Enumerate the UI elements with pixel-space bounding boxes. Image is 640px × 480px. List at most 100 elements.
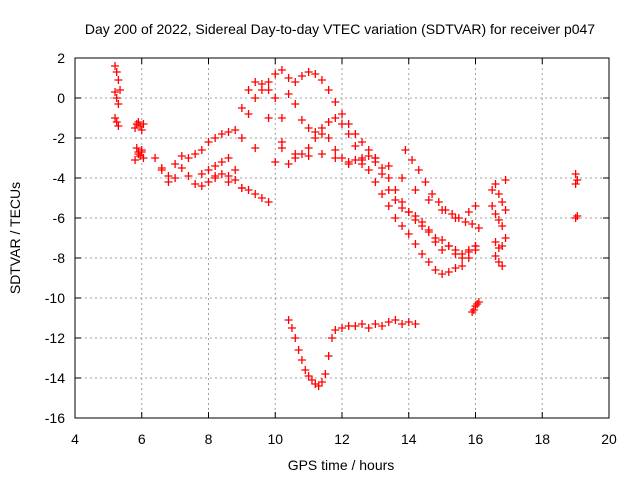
data-point xyxy=(131,156,140,164)
data-point xyxy=(211,162,220,170)
data-point xyxy=(438,246,447,254)
data-point xyxy=(297,116,306,124)
data-point xyxy=(371,154,380,162)
data-point xyxy=(494,244,503,252)
data-point xyxy=(131,124,140,132)
data-point xyxy=(291,78,300,86)
data-point xyxy=(134,118,143,126)
data-point xyxy=(338,110,346,118)
data-point xyxy=(491,252,500,260)
data-point xyxy=(351,156,360,164)
data-point xyxy=(474,224,483,232)
data-point xyxy=(321,370,330,378)
data-point xyxy=(424,258,433,266)
data-point xyxy=(438,270,447,278)
data-point xyxy=(237,134,246,142)
series-track-b xyxy=(157,78,480,278)
data-point xyxy=(297,72,306,80)
data-point xyxy=(458,262,467,270)
data-point xyxy=(211,134,220,142)
data-point xyxy=(171,174,180,182)
data-point xyxy=(351,130,360,138)
data-point xyxy=(204,166,213,174)
data-point xyxy=(291,100,300,108)
data-point xyxy=(501,176,510,184)
data-point xyxy=(217,130,226,138)
data-point xyxy=(414,166,423,174)
data-point xyxy=(197,182,206,190)
data-point xyxy=(411,320,420,328)
data-point xyxy=(371,320,380,328)
x-tick-label: 18 xyxy=(534,431,550,447)
data-point xyxy=(114,100,123,108)
data-point xyxy=(404,230,413,238)
data-point xyxy=(217,170,226,178)
data-point xyxy=(271,70,280,78)
data-point xyxy=(311,128,320,136)
data-point xyxy=(164,172,173,180)
x-tick-label: 20 xyxy=(601,431,617,447)
data-point xyxy=(358,320,367,328)
data-point xyxy=(494,216,503,224)
series-early-cluster xyxy=(111,62,125,130)
data-point xyxy=(264,86,273,94)
data-point xyxy=(136,152,145,160)
series-isolated-19h xyxy=(571,170,582,222)
data-point xyxy=(431,238,440,246)
y-tick-label: -10 xyxy=(45,290,65,306)
data-point xyxy=(297,356,306,364)
data-point xyxy=(112,94,121,102)
data-point xyxy=(344,130,353,138)
data-point xyxy=(378,322,387,330)
data-point xyxy=(404,208,413,216)
y-tick-label: -16 xyxy=(45,410,65,426)
axis-ticks: 4 6 8 10 12 14 16 18 20 -16 -14 -12 -10 -8 -6 -4 -2 0 2 xyxy=(45,50,617,447)
data-point xyxy=(197,146,206,154)
data-point xyxy=(571,170,580,178)
data-point xyxy=(491,238,500,246)
data-point xyxy=(428,190,437,198)
data-point xyxy=(297,150,306,158)
y-axis-label: SDTVAR / TECUs xyxy=(7,182,23,294)
data-point xyxy=(224,128,233,136)
x-tick-label: 4 xyxy=(71,431,79,447)
data-point xyxy=(324,118,333,126)
data-point xyxy=(171,160,180,168)
data-point xyxy=(244,86,253,94)
series-track-c xyxy=(197,66,480,262)
data-point xyxy=(398,222,407,230)
data-point xyxy=(494,190,503,198)
data-point xyxy=(304,372,313,380)
data-point xyxy=(324,134,333,142)
data-point xyxy=(444,268,453,276)
data-point xyxy=(184,154,193,162)
data-point xyxy=(461,218,470,226)
data-point xyxy=(317,378,326,386)
data-point xyxy=(398,320,407,328)
data-point xyxy=(264,78,273,86)
data-point xyxy=(338,120,346,128)
x-tick-label: 6 xyxy=(138,431,146,447)
data-point xyxy=(351,322,360,330)
data-point xyxy=(224,154,233,162)
data-point xyxy=(139,154,148,162)
series-low-track xyxy=(284,316,420,390)
data-point xyxy=(324,86,333,94)
x-tick-label: 14 xyxy=(401,431,417,447)
x-axis-label: GPS time / hours xyxy=(288,457,395,473)
y-tick-label: -8 xyxy=(53,250,66,266)
data-point xyxy=(331,154,340,162)
data-point xyxy=(464,208,473,216)
data-point xyxy=(344,120,353,128)
data-point xyxy=(137,148,146,156)
data-point xyxy=(468,308,477,316)
data-point xyxy=(494,258,503,266)
data-point xyxy=(157,164,166,172)
data-point xyxy=(434,198,443,206)
data-point xyxy=(244,110,253,118)
y-tick-label: -4 xyxy=(53,170,66,186)
data-point xyxy=(111,88,120,96)
data-point xyxy=(287,324,296,332)
